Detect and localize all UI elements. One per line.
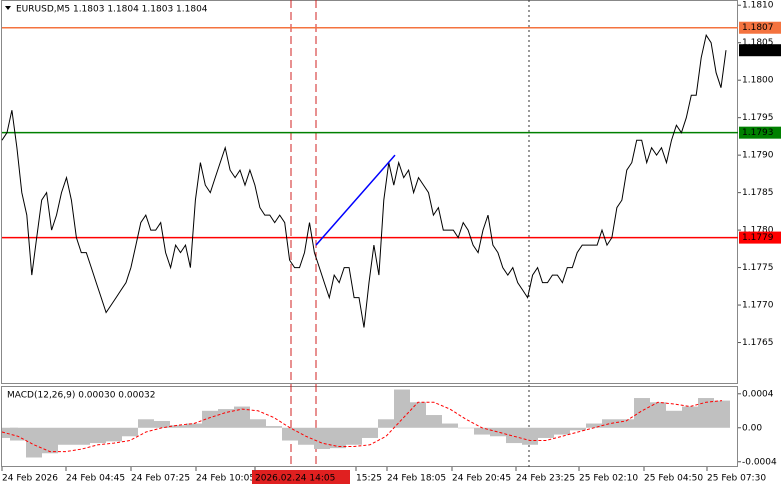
macd-bar xyxy=(234,406,250,428)
current-price-bg xyxy=(739,44,781,57)
macd-bar xyxy=(410,402,426,428)
macd-bar xyxy=(10,427,26,441)
x-tick-label: 15:25 xyxy=(356,474,382,484)
macd-bar xyxy=(634,398,650,428)
y-tick-label: -0.0004 xyxy=(742,457,777,467)
macd-bar xyxy=(250,419,266,428)
macd-bar xyxy=(58,427,74,445)
x-tick-label: 25 Feb 04:50 xyxy=(644,474,703,484)
y-tick-label: 1.1795 xyxy=(742,113,774,123)
macd-bar xyxy=(714,400,730,428)
macd-bar xyxy=(394,389,410,428)
y-tick-label: 1.1785 xyxy=(742,188,774,198)
y-tick-label: 1.1790 xyxy=(742,151,774,161)
x-tick-label: 25 Feb 07:30 xyxy=(707,474,766,484)
y-tick-label: 0.0004 xyxy=(742,389,774,399)
y-tick-label: 0.00 xyxy=(742,423,762,433)
macd-bar xyxy=(698,398,714,428)
macd-bar xyxy=(266,426,282,428)
macd-bar xyxy=(586,423,602,428)
x-label-highlight xyxy=(252,470,350,484)
y-tick-label: 1.1800 xyxy=(742,76,774,86)
y-tick-label: 1.1780 xyxy=(742,226,774,236)
macd-bar xyxy=(122,427,138,437)
y-tick-label: 1.1805 xyxy=(742,38,774,48)
level-label-bg xyxy=(739,21,781,34)
x-label-cover xyxy=(352,470,378,484)
price-line xyxy=(1,33,727,328)
macd-bar xyxy=(602,419,618,428)
macd-bar xyxy=(522,427,538,445)
trendline xyxy=(315,154,396,246)
macd-bar xyxy=(666,410,682,428)
macd-bar xyxy=(74,427,90,445)
x-tick-label: 2026.02.24 14:05 xyxy=(255,474,335,484)
macd-bar xyxy=(202,410,218,428)
x-tick-label: 25 Feb 02:10 xyxy=(579,474,638,484)
current-price-label: 1.1804 xyxy=(742,46,774,56)
level-label: 1.1779 xyxy=(742,233,774,243)
macd-bar xyxy=(42,427,58,454)
level-label-bg xyxy=(739,231,781,244)
level-label: 1.1807 xyxy=(742,23,774,33)
macd-bar xyxy=(218,409,234,428)
macd-bar xyxy=(618,419,634,428)
signal-line xyxy=(1,400,723,453)
macd-bar xyxy=(106,427,122,442)
macd-bar xyxy=(554,427,570,435)
macd-bar xyxy=(458,427,474,429)
y-tick-label: 1.1770 xyxy=(742,301,774,311)
x-tick-label: 24 Feb 07:25 xyxy=(131,474,190,484)
macd-bar xyxy=(538,427,554,438)
macd-bar xyxy=(474,427,490,435)
macd-bar xyxy=(26,427,42,458)
macd-bar xyxy=(90,427,106,444)
macd-bar xyxy=(282,427,298,441)
macd-title: MACD(12,26,9) 0.00030 0.00032 xyxy=(7,391,156,401)
macd-bar xyxy=(186,423,202,428)
level-label-bg xyxy=(739,126,781,139)
x-tick-label: 24 Feb 2026 xyxy=(2,474,58,484)
y-tick-label: 1.1765 xyxy=(742,338,774,348)
macd-bar xyxy=(314,427,330,450)
macd-bar xyxy=(138,419,154,428)
macd-bar xyxy=(330,427,346,449)
macd-bar xyxy=(682,406,698,428)
macd-bar xyxy=(170,425,186,428)
x-tick-label: 24 Feb 23:25 xyxy=(516,474,575,484)
macd-bar xyxy=(346,427,362,445)
macd-bar xyxy=(378,419,394,428)
macd-frame xyxy=(1,386,738,467)
macd-bar xyxy=(506,427,522,444)
macd-bar xyxy=(570,427,586,431)
macd-bar xyxy=(154,420,170,428)
x-tick-label: 24 Feb 18:05 xyxy=(387,474,446,484)
x-tick-label: 24 Feb 04:45 xyxy=(66,474,125,484)
y-tick-label: 1.1775 xyxy=(742,263,774,273)
main-frame xyxy=(1,0,738,384)
macd-bar xyxy=(650,402,666,428)
x-tick-label: 24 Feb 20:45 xyxy=(452,474,511,484)
level-label: 1.1793 xyxy=(742,128,774,138)
dropdown-icon xyxy=(5,6,11,10)
chart-title: EURUSD,M5 1.1803 1.1804 1.1803 1.1804 xyxy=(16,5,208,15)
y-tick-label: 1.1810 xyxy=(742,1,774,11)
macd-bar xyxy=(362,427,378,438)
macd-bar xyxy=(442,423,458,428)
macd-bar xyxy=(490,427,506,437)
x-tick-label: 24 Feb 10:05 xyxy=(196,474,255,484)
macd-bar xyxy=(426,415,442,428)
